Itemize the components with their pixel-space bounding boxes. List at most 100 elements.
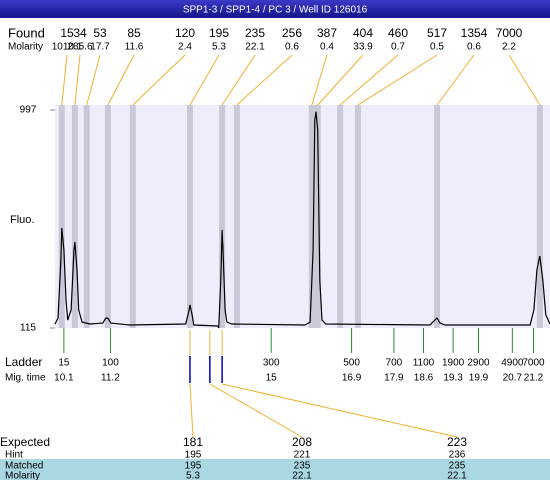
found-size: 256 <box>282 26 302 40</box>
expected-leader <box>222 383 458 438</box>
trace <box>54 111 550 329</box>
found-leader <box>317 54 364 106</box>
expected-row-value: 5.3 <box>186 471 200 480</box>
ladder-mig-time: 15 <box>266 373 278 384</box>
expected-row-value: 236 <box>449 450 466 461</box>
peak-band <box>233 105 240 328</box>
ladder-size: 1100 <box>413 358 435 369</box>
peak-band <box>129 105 136 328</box>
found-leader <box>357 54 438 106</box>
ladder-mig-time: 18.6 <box>414 373 434 384</box>
expected-row-value: 22.1 <box>447 471 467 480</box>
header-bar <box>0 0 550 18</box>
found-size: 460 <box>388 26 408 40</box>
found-leader <box>74 54 81 106</box>
mig-time-label: Mig. time <box>5 373 46 384</box>
found-size: 120 <box>175 26 195 40</box>
peak-band <box>104 105 111 328</box>
found-size: 387 <box>317 26 337 40</box>
ladder-mig-time: 20.7 <box>503 373 523 384</box>
found-leader <box>436 54 475 106</box>
expected-row-label: Hint <box>5 450 23 461</box>
expected-value: 208 <box>292 435 312 449</box>
found-size: 53 <box>93 26 107 40</box>
found-label: Found <box>8 25 45 40</box>
expected-row-label: Molarity <box>5 471 40 480</box>
peak-band <box>83 105 90 328</box>
expected-label: Expected <box>0 435 50 449</box>
ladder-size: 1900 <box>442 358 465 369</box>
found-leader <box>61 54 68 106</box>
peak-band <box>308 105 315 328</box>
found-size: 7000 <box>496 26 523 40</box>
expected-leader <box>209 383 303 438</box>
found-molarity: 33.9 <box>353 42 373 53</box>
found-molarity: 0.5 <box>430 42 444 53</box>
peak-band <box>71 105 78 328</box>
found-molarity: 22.1 <box>245 42 265 53</box>
found-leader <box>86 54 101 106</box>
found-size: 34 <box>73 26 87 40</box>
found-leader <box>189 54 220 106</box>
found-molarity: 11.6 <box>125 42 144 53</box>
found-leader <box>132 54 186 106</box>
y-tick-label: 997 <box>20 105 37 116</box>
expected-row-value: 235 <box>449 461 466 472</box>
found-leader <box>107 54 135 106</box>
chart-title: SPP1-3 / SPP1-4 / PC 3 / Well ID 126016 <box>183 5 368 16</box>
found-size: 15 <box>60 26 74 40</box>
found-size: 85 <box>127 26 141 40</box>
expected-row-value: 195 <box>185 450 202 461</box>
ladder-mig-time: 19.3 <box>443 373 463 384</box>
peak-band <box>354 105 361 328</box>
plot-area <box>55 105 550 328</box>
expected-row-label: Matched <box>5 461 43 472</box>
ladder-mig-time: 10.1 <box>54 373 74 384</box>
expected-leader <box>189 383 194 438</box>
peak-band <box>536 105 543 328</box>
ladder-mig-time: 11.2 <box>101 373 120 384</box>
found-molarity: 5.3 <box>212 42 226 53</box>
ladder-mig-time: 16.9 <box>342 373 362 384</box>
molarity-label: Molarity <box>8 42 43 53</box>
found-size: 195 <box>209 26 229 40</box>
ladder-mig-time: 19.9 <box>469 373 489 384</box>
peak-band <box>186 105 193 328</box>
ladder-size: 300 <box>263 358 280 369</box>
found-molarity: 285.6 <box>67 42 92 53</box>
found-molarity: 0.6 <box>285 42 299 53</box>
found-molarity: 2.4 <box>178 42 192 53</box>
matched-band <box>0 459 550 480</box>
found-molarity: 17.7 <box>90 42 110 53</box>
ladder-size: 4900 <box>501 358 524 369</box>
ladder-label: Ladder <box>5 355 42 369</box>
found-size: 404 <box>353 26 373 40</box>
found-molarity: 0.7 <box>391 42 405 53</box>
expected-row-value: 195 <box>185 461 202 472</box>
peak-band <box>314 105 321 328</box>
found-size: 235 <box>245 26 265 40</box>
ladder-size: 700 <box>386 358 403 369</box>
found-molarity: 0.6 <box>467 42 481 53</box>
ladder-mig-time: 17.9 <box>384 373 404 384</box>
found-molarity: 1010.1 <box>52 42 83 53</box>
expected-row-value: 221 <box>294 450 311 461</box>
found-leader <box>311 54 328 106</box>
expected-value: 181 <box>183 435 203 449</box>
ladder-mig-time: 21.2 <box>524 373 544 384</box>
found-leader <box>508 54 541 106</box>
y-tick-label: 115 <box>20 323 36 334</box>
peak-band <box>58 105 65 328</box>
expected-row-value: 22.1 <box>292 471 312 480</box>
found-molarity: 0.4 <box>320 42 334 53</box>
ladder-size: 100 <box>102 358 119 369</box>
peak-band <box>219 105 226 328</box>
found-leader <box>221 54 256 106</box>
peak-band <box>337 105 344 328</box>
y-axis-label: Fluo. <box>10 214 34 226</box>
expected-value: 223 <box>447 435 467 449</box>
peak-band <box>434 105 441 328</box>
found-leader <box>236 54 293 106</box>
found-leader <box>339 54 399 106</box>
